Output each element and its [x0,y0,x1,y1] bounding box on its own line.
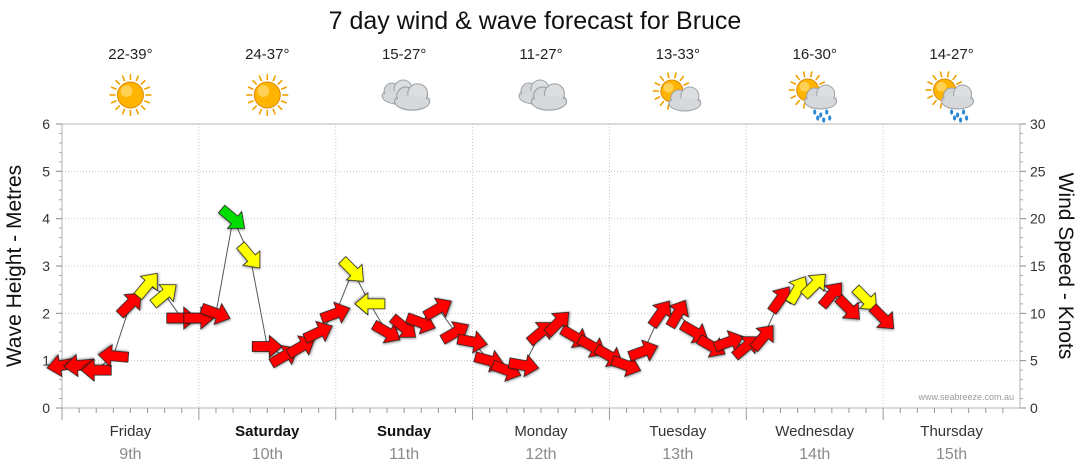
wind-arrow [338,256,364,282]
right-tick-label: 5 [1030,353,1038,369]
chart-title: 7 day wind & wave forecast for Bruce [329,7,742,35]
watermark: www.seabreeze.com.au [917,392,1014,402]
left-tick-label: 1 [42,353,50,369]
wind-arrow [149,284,177,309]
wind-arrow [133,272,158,301]
day-name: Wednesday [775,423,854,440]
day-date: 14th [799,446,830,463]
day-date: 15th [936,446,967,463]
wind-arrow [422,297,452,321]
day-date: 12th [525,446,556,463]
wind-arrow [712,330,744,353]
day-date: 11th [389,446,419,463]
left-tick-label: 4 [42,211,50,227]
grid-lines [62,124,1020,408]
left-tick-label: 6 [42,116,50,132]
day-axis: Friday 9th Saturday 10th Sunday 11th Monday 12t… [61,408,1004,463]
day-name: Tuesday [649,423,706,440]
wind-arrow-series [46,204,895,382]
wind-arrow [543,311,570,338]
right-tick-label: 20 [1030,211,1046,227]
wind-arrow [627,339,659,362]
wind-arrow [834,293,860,320]
right-tick-label: 0 [1030,400,1038,416]
left-tick-label: 0 [42,400,50,416]
wind-arrow [354,292,386,316]
right-tick-label: 30 [1030,116,1046,132]
wind-arrow [785,276,809,306]
wind-arrow [319,301,351,324]
temperature-range: 15-27° [382,46,426,63]
day-name: Saturday [235,423,300,440]
right-tick-label: 10 [1030,305,1046,321]
sun-icon [246,74,289,116]
day-name: Monday [514,423,568,440]
temperature-range: 13-33° [656,46,700,63]
right-axis-ticks: 0 5 10 15 20 25 30 [1020,116,1046,416]
plot-frame [61,123,1021,409]
wind-arrow [97,343,130,368]
wind-arrow [199,302,231,326]
wind-arrow [851,284,878,311]
wind-arrow [63,353,95,378]
right-tick-label: 15 [1030,258,1046,274]
wind-arrow [800,273,826,300]
wind-arrow [236,241,261,269]
left-tick-label: 5 [42,163,50,179]
wind-arrow [817,282,842,310]
wind-arrow [665,299,689,330]
wind-arrow [217,204,246,229]
wind-arrow [868,303,895,330]
left-axis-label: Wave Height - Metres [3,165,26,367]
right-tick-label: 25 [1030,163,1046,179]
wind-arrow [610,354,642,378]
left-tick-label: 2 [42,305,50,321]
partly-cloudy-icon [652,72,702,112]
wind-arrow [302,320,333,344]
day-name: Sunday [377,423,432,440]
temperature-range: 11-27° [519,46,562,63]
temperature-range: 16-30° [793,46,837,63]
wind-arrow [439,321,469,345]
wind-arrow [647,300,672,330]
wind-arrow [749,325,774,353]
temperature-range: 14-27° [929,46,973,63]
left-tick-label: 3 [42,258,50,274]
wind-arrow [456,330,488,354]
day-date: 13th [662,446,693,463]
sun-showers-icon [925,71,975,123]
day-date: 10th [252,446,283,463]
right-axis-label: Wind Speed - Knots [1054,173,1077,360]
temperature-range: 22-39° [108,46,152,63]
wind-arrow [507,353,540,378]
wind-arrow [251,334,283,359]
day-date: 9th [119,446,141,463]
wind-arrow [166,306,198,330]
day-name: Thursday [920,423,983,440]
sun-icon [109,74,152,116]
cloud-icon [518,79,568,111]
temperature-range: 24-37° [245,46,289,63]
daily-weather-row: 22-39° 24-37° 15-27° 11-27° 13-33° 16-30° 14-2… [108,46,975,123]
wind-arrow [115,292,142,319]
day-name: Friday [110,423,152,440]
sun-showers-icon [788,71,838,123]
cloud-icon [381,79,431,111]
wind-arrow [370,319,401,344]
